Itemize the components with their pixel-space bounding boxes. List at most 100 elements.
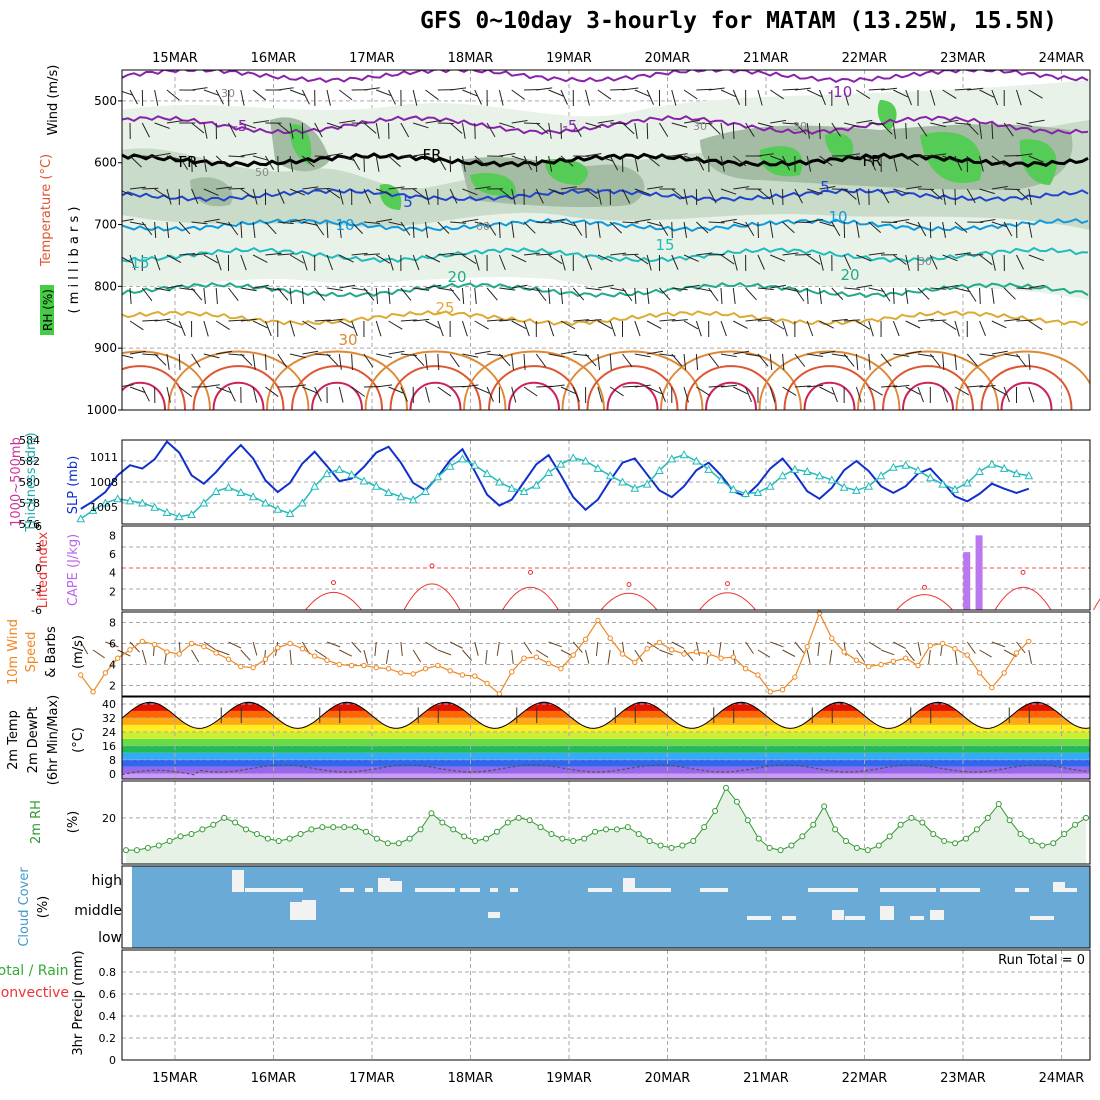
thickness-point [458, 454, 467, 463]
cloud-bar [245, 888, 303, 892]
wind-barb [498, 89, 504, 106]
cloud-bar [623, 878, 635, 892]
cloud-bar [415, 888, 455, 892]
wind-barb [400, 319, 417, 322]
wind-barb [634, 353, 651, 358]
wind-barb [646, 254, 652, 271]
rh2m-point [133, 847, 140, 854]
wind-barb [535, 122, 549, 135]
surface-wind-barb [536, 649, 549, 658]
wind-barb [462, 254, 477, 264]
wind-speed-point [755, 672, 761, 678]
wind-barb [893, 254, 907, 265]
tick-label-temp: 24 [102, 726, 116, 739]
cloud-level-low: low [98, 930, 122, 946]
wind-barb [228, 155, 245, 158]
wind-barb [720, 188, 737, 195]
wind-barb [523, 221, 536, 234]
wind-barb [252, 353, 256, 370]
rh2m-point [624, 824, 631, 831]
wind-barb [166, 254, 182, 264]
wind-speed-point [915, 662, 921, 669]
thickness-point [852, 485, 861, 494]
wind-barb [683, 386, 689, 403]
wind-barb [782, 88, 799, 91]
wind-barb [683, 221, 688, 238]
wind-barb [498, 254, 506, 271]
wind-barb [388, 186, 405, 190]
wind-barb [844, 287, 861, 290]
rh-band-green [289, 100, 1057, 210]
wind-barb [991, 386, 1007, 395]
wind-barb [228, 221, 239, 236]
wind-barb [597, 188, 602, 205]
wind-barb [979, 155, 984, 172]
wind-barb [917, 287, 930, 300]
rh2m-point [1050, 840, 1057, 847]
rh2m-point [919, 819, 926, 826]
thickness-point [76, 514, 86, 523]
wind-barb [191, 353, 201, 368]
wind-barb [782, 353, 785, 370]
wind-barb [363, 353, 374, 368]
tick-label-temp: 40 [102, 698, 116, 711]
surface-wind-barb [523, 641, 532, 655]
surface-wind-barb [634, 649, 643, 662]
date-label-bottom: 17MAR [349, 1071, 395, 1086]
wind-barb [228, 386, 236, 402]
wind-barb [732, 254, 738, 271]
wind-barb [462, 384, 479, 388]
wind-barb [745, 353, 762, 357]
thickness-point [285, 508, 295, 517]
wind-barb [499, 188, 513, 200]
wind-barb [326, 254, 334, 271]
wind-barb [154, 221, 157, 238]
cloud-bar [700, 888, 728, 892]
rh-band-dark [190, 117, 1073, 208]
ylabel-cloud-units: (%) [36, 896, 51, 919]
wind-barb [597, 353, 601, 370]
wind-barb [979, 353, 996, 357]
wind-speed-point [90, 689, 96, 695]
wind-speed-point [225, 656, 232, 662]
thickness-line [80, 453, 1029, 520]
wind-barb [782, 155, 791, 171]
rh2m-point [886, 833, 893, 840]
rh2m-point [875, 842, 882, 849]
rh2m-point [995, 801, 1002, 808]
tick-label-li: -3 [31, 583, 42, 596]
wind-barb [622, 87, 639, 91]
wind-barb [216, 386, 232, 394]
isotherm-loop [364, 350, 507, 410]
ylabel-temperature: Temperature (°C) [39, 154, 54, 267]
wind-barb [154, 287, 171, 292]
wind-barb [622, 353, 633, 368]
li-cape-data [305, 535, 1100, 611]
wind-barb [129, 254, 136, 271]
tick-label-thickness: 584 [19, 434, 40, 447]
wind-barb [745, 221, 755, 236]
wind-barb [597, 386, 603, 403]
ylabel-thickness: Thickness (dm) [24, 432, 39, 532]
surface-wind-barb [374, 641, 377, 656]
slp-thickness-lines [76, 440, 1034, 523]
wind-barb [893, 218, 910, 223]
thickness-point [925, 473, 935, 482]
wind-barb [819, 320, 835, 329]
contour-label: 30 [793, 120, 807, 133]
tick-label-cape: 8 [109, 529, 116, 542]
wind-barb [843, 254, 852, 270]
rh2m-point [843, 837, 849, 844]
wind-barb [535, 188, 544, 204]
wind-barb [892, 122, 897, 139]
wind-barb [942, 89, 957, 99]
wind-barb [610, 252, 627, 256]
wind-barb [498, 221, 501, 239]
thickness-point [248, 492, 258, 501]
wind-barb [991, 254, 996, 271]
rh2m-point [657, 842, 664, 849]
precip-grid [122, 950, 1090, 1060]
wind-barb [228, 319, 245, 322]
